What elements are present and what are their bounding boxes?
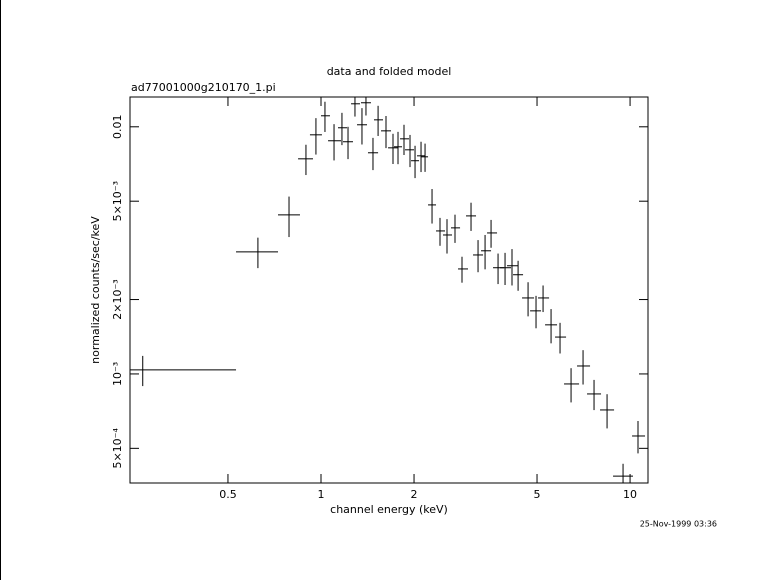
timestamp: 25-Nov-1999 03:36 — [640, 520, 717, 529]
y-tick-label: 5×10⁻⁴ — [111, 428, 124, 469]
chart-subtitle: ad77001000g210170_1.pi — [131, 81, 276, 94]
x-tick-label: 2 — [411, 488, 418, 501]
x-tick-label: 1 — [317, 488, 324, 501]
y-axis-label: normalized counts/sec/keV — [89, 216, 102, 364]
x-tick-label: 0.5 — [219, 488, 237, 501]
y-tick-label: 0.01 — [111, 115, 124, 140]
plot-frame — [129, 96, 649, 484]
x-axis-label: channel energy (keV) — [330, 503, 448, 516]
x-tick-label: 5 — [534, 488, 541, 501]
chart-title: data and folded model — [327, 65, 452, 78]
y-tick-label: 5×10⁻³ — [111, 181, 124, 221]
y-tick-label: 10⁻³ — [111, 362, 124, 386]
data-layer — [130, 97, 646, 483]
y-tick-label: 2×10⁻³ — [111, 279, 124, 319]
x-tick-label: 10 — [623, 488, 637, 501]
